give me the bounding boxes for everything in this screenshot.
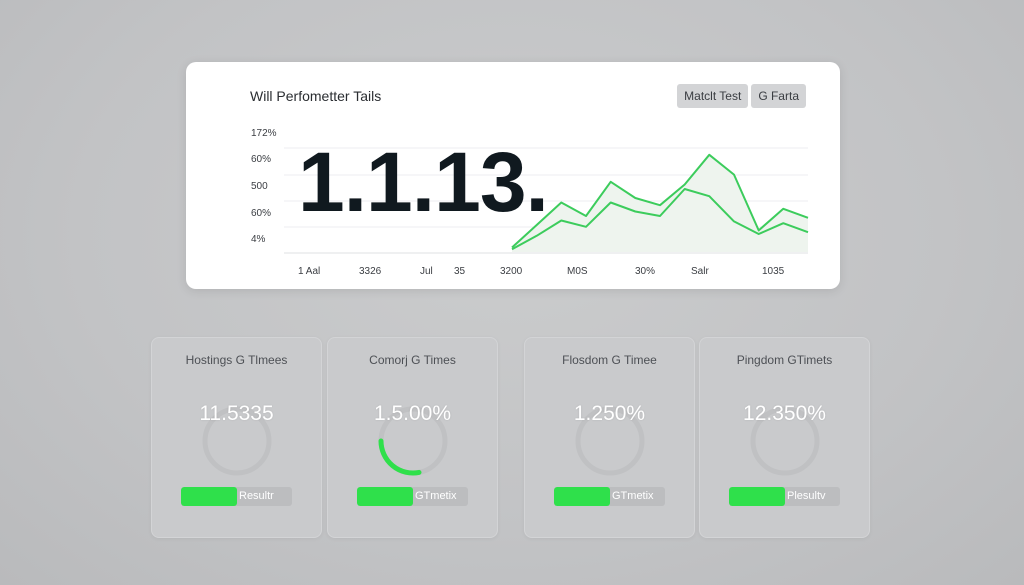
- chart-button-group: Matclt Test G Farta: [677, 84, 806, 108]
- test-button[interactable]: Matclt Test: [677, 84, 749, 108]
- metric-progress-fill: [554, 487, 610, 506]
- metric-progress-fill: [729, 487, 785, 506]
- y-tick-label: 60%: [251, 154, 272, 165]
- metric-value: 1.5.00%: [373, 402, 452, 425]
- metric-card-comorj: Comorj G Times 1.5.00% GTmetix: [327, 337, 498, 538]
- gauge-ring: [575, 406, 645, 476]
- metric-bar-label: GTmetix: [612, 490, 654, 502]
- metric-title: Hostings G Tlmees: [185, 353, 288, 367]
- filter-button[interactable]: G Farta: [751, 84, 806, 108]
- x-tick-label: 1 Aal: [298, 266, 321, 277]
- gauge-ring: [750, 406, 820, 476]
- x-tick-label: Salr: [691, 266, 709, 277]
- metric-value: 1.250%: [573, 402, 646, 425]
- metric-value: 12.350%: [743, 402, 826, 425]
- metric-progress-bar[interactable]: GTmetix: [554, 487, 665, 506]
- gauge-progress: [378, 438, 422, 476]
- y-tick-label: 500: [251, 181, 268, 192]
- chart-plot: [284, 147, 809, 254]
- series-line: [511, 188, 809, 251]
- chart-title: Will Perfometter Tails: [250, 88, 382, 104]
- y-tick-label: 60%: [251, 208, 272, 219]
- metric-progress-bar[interactable]: Resultr: [181, 487, 292, 506]
- y-tick-label: 172%: [251, 128, 277, 139]
- metric-title: Pingdom GTimets: [736, 353, 833, 367]
- metric-value: 11.5335: [199, 402, 274, 425]
- performance-chart-card: Will Perfometter Tails Matclt Test G Far…: [186, 62, 840, 289]
- x-tick-label: M0S: [567, 266, 588, 277]
- metric-progress-fill: [181, 487, 237, 506]
- x-tick-label: 30%: [635, 266, 656, 277]
- metric-progress-bar[interactable]: Plesultv: [729, 487, 840, 506]
- metric-bar-label: Resultr: [239, 490, 274, 502]
- series-area: [512, 154, 808, 252]
- metric-title: Flosdom G Timee: [562, 353, 657, 367]
- headline-value: 1.1.13.: [298, 135, 549, 229]
- metric-progress-bar[interactable]: GTmetix: [357, 487, 468, 506]
- x-tick-label: 3326: [359, 266, 382, 277]
- gauge-ring: [202, 406, 272, 476]
- metric-bar-label: Plesultv: [787, 490, 826, 502]
- metric-progress-fill: [357, 487, 413, 506]
- gauge-ring: [378, 406, 448, 476]
- x-tick-label: Jul: [420, 266, 433, 277]
- metric-title: Comorj G Times: [369, 353, 456, 367]
- x-tick-label: 35: [454, 266, 466, 277]
- metric-card-flosdom: Flosdom G Timee 1.250% GTmetix: [524, 337, 695, 538]
- metric-bar-label: GTmetix: [415, 490, 457, 502]
- gauge-track: [575, 406, 645, 476]
- metric-card-pingdom: Pingdom GTimets 12.350% Plesultv: [699, 337, 870, 538]
- series-line: [511, 153, 809, 249]
- metric-card-hostings: Hostings G Tlmees 11.5335 Resultr: [151, 337, 322, 538]
- gauge-track: [202, 406, 272, 476]
- gauge-track: [750, 406, 820, 476]
- x-tick-label: 3200: [500, 266, 523, 277]
- y-tick-label: 4%: [251, 234, 266, 245]
- x-tick-label: 1035: [762, 266, 785, 277]
